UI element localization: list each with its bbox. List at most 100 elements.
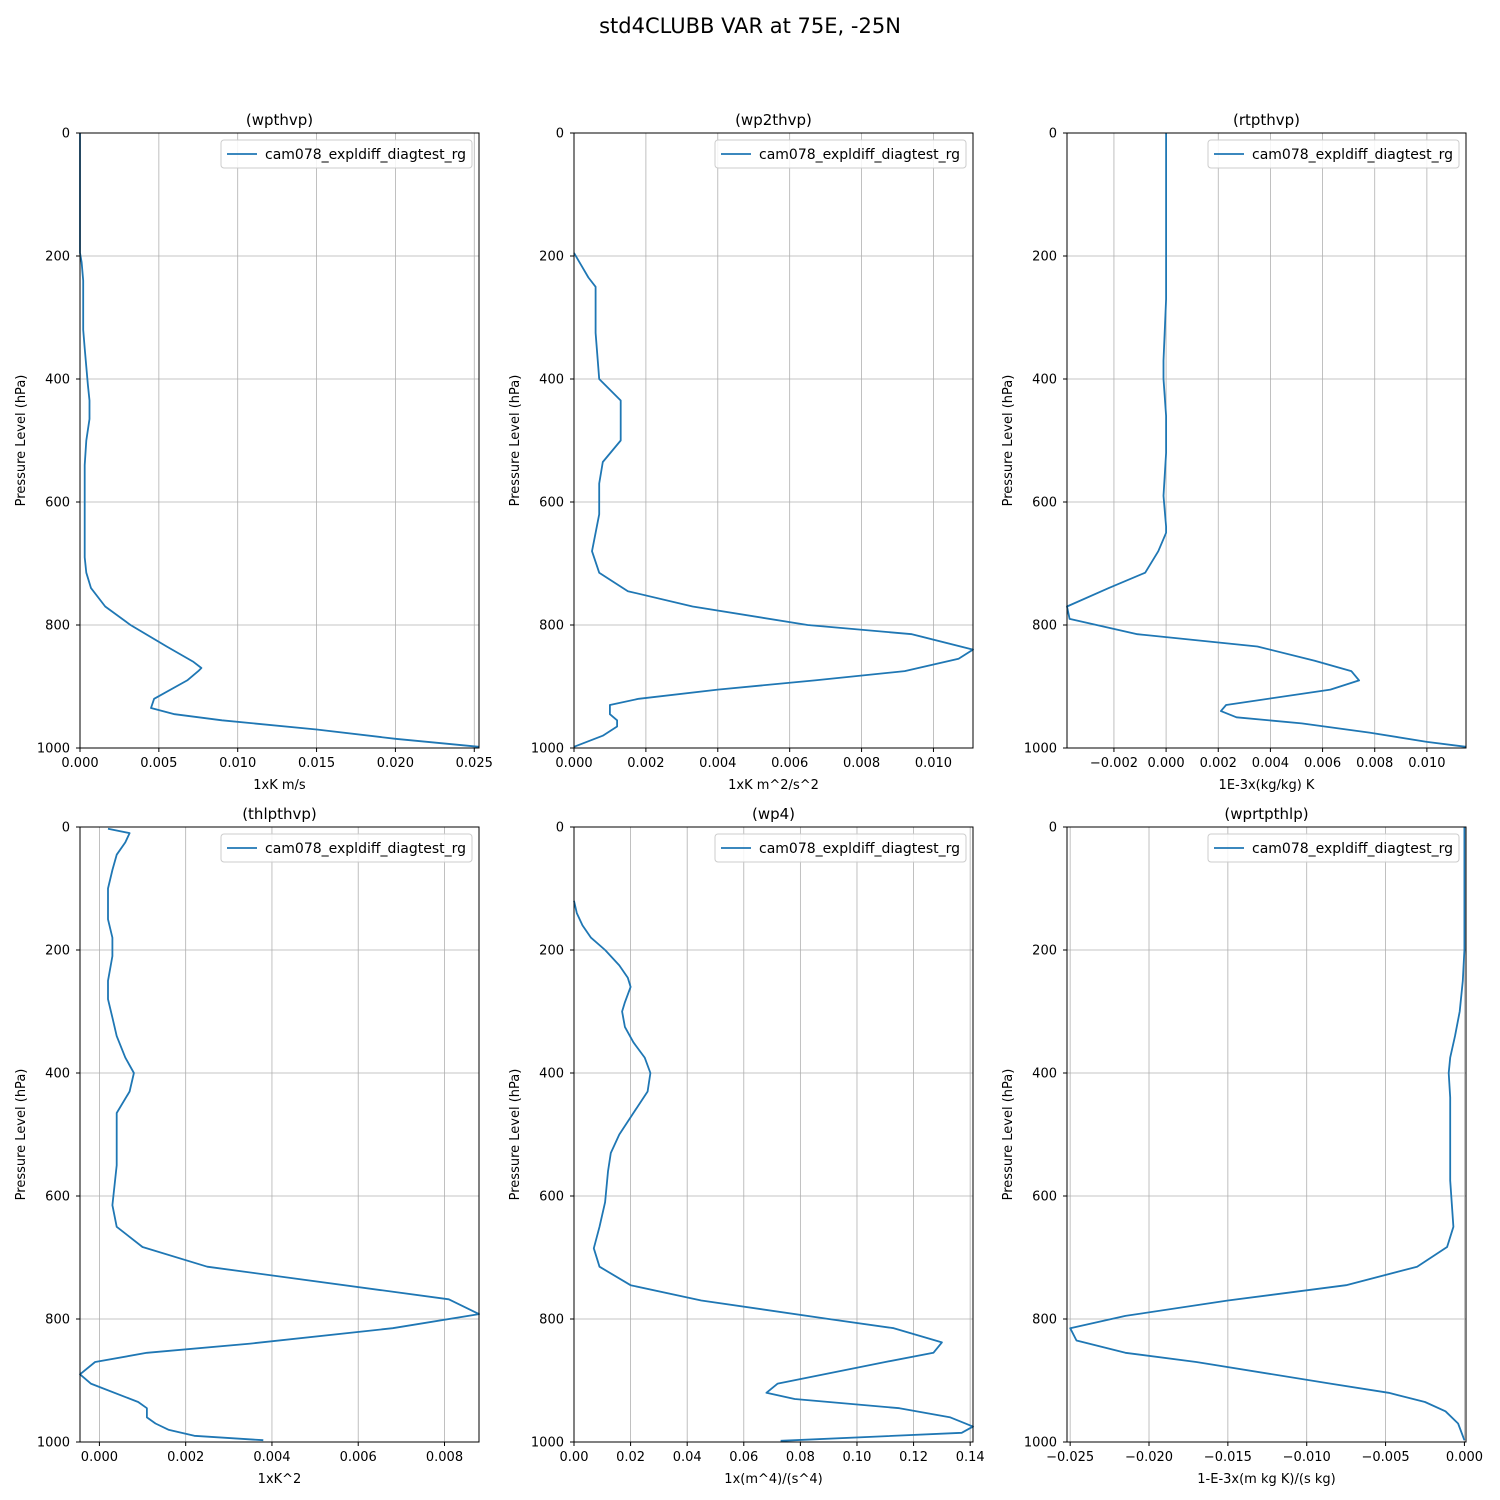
subplot-title: (thlpthvp)	[242, 805, 317, 823]
x-tick-label: 0.006	[1304, 756, 1341, 771]
x-tick-label: 0.000	[81, 1450, 118, 1465]
legend-box	[220, 139, 473, 169]
subplot-title: (wp2thvp)	[735, 111, 812, 129]
y-tick-label: 800	[1032, 1313, 1057, 1328]
series-line	[1069, 827, 1466, 1441]
y-tick-label: 800	[539, 619, 564, 634]
x-tick-label: 0.02	[616, 1450, 645, 1465]
legend: cam078_expldiff_diagtest_rg	[714, 833, 967, 863]
x-tick-label: −0.025	[1046, 1450, 1094, 1465]
y-tick-label: 800	[539, 1313, 564, 1328]
y-axis-label: Pressure Level (hPa)	[1001, 375, 1016, 507]
x-axis-label: 1-E-3x(m kg K)/(s kg)	[1197, 1472, 1335, 1487]
y-tick-label: 400	[539, 373, 564, 388]
y-axis-label: Pressure Level (hPa)	[1001, 1069, 1016, 1201]
x-tick-label: 0.04	[673, 1450, 702, 1465]
y-tick-label: 1000	[531, 742, 564, 757]
axes-frame	[1066, 132, 1467, 749]
x-tick-label: 0.010	[219, 756, 256, 771]
y-tick-label: 800	[45, 619, 70, 634]
x-tick-label: −0.015	[1204, 1450, 1252, 1465]
legend: cam078_expldiff_diagtest_rg	[220, 833, 473, 863]
y-tick-label: 0	[1049, 127, 1057, 142]
y-tick-label: 1000	[37, 742, 70, 757]
y-tick-label: 800	[1032, 619, 1057, 634]
x-axis-label: 1E-3x(kg/kg) K	[1219, 778, 1315, 793]
y-tick-label: 1000	[1024, 1436, 1057, 1451]
subplot-2: 0.000 0.002 0.004 0.006 0.008 0.010 0 200 400 600…	[508, 111, 974, 793]
series-line	[79, 133, 480, 748]
x-tick-label: 0.000	[555, 756, 592, 771]
x-tick-label: 0.002	[1200, 756, 1237, 771]
subplot-4: 0.000 0.002 0.004 0.006 0.008 0 200 400 600 800 10…	[14, 805, 480, 1487]
y-tick-label: 1000	[37, 1436, 70, 1451]
subplot-3: −0.002 0.000 0.002 0.004 0.006 0.008 0.010 0 200…	[1001, 111, 1467, 793]
subplot-title: (wpthvp)	[246, 111, 313, 129]
axes-frame	[1066, 826, 1467, 1443]
x-tick-label: 0.008	[426, 1450, 463, 1465]
y-axis-label: Pressure Level (hPa)	[14, 375, 29, 507]
axes-frame	[573, 132, 974, 749]
series-line	[573, 900, 974, 1442]
y-tick-label: 600	[1032, 496, 1057, 511]
y-axis-label: Pressure Level (hPa)	[508, 375, 523, 507]
x-tick-label: −0.002	[1090, 756, 1138, 771]
x-tick-label: 0.002	[627, 756, 664, 771]
legend-box	[1207, 833, 1460, 863]
y-axis-label: Pressure Level (hPa)	[14, 1069, 29, 1201]
y-tick-label: 0	[556, 127, 564, 142]
x-tick-label: 0.000	[61, 756, 98, 771]
x-tick-label: 0.025	[456, 756, 493, 771]
axes-frame	[573, 826, 974, 1443]
x-tick-label: 0.14	[956, 1450, 985, 1465]
y-tick-label: 600	[45, 1190, 70, 1205]
x-tick-label: 0.015	[298, 756, 335, 771]
x-tick-label: 0.002	[167, 1450, 204, 1465]
axes-frame	[79, 826, 480, 1443]
x-tick-label: 0.06	[729, 1450, 758, 1465]
legend-box	[220, 833, 473, 863]
axes-frame	[79, 132, 480, 749]
series-line	[573, 252, 974, 748]
x-tick-label: 0.020	[377, 756, 414, 771]
y-tick-label: 600	[539, 496, 564, 511]
x-tick-label: 0.004	[699, 756, 736, 771]
legend-entry-label: cam078_expldiff_diagtest_rg	[265, 147, 466, 163]
legend-entry-label: cam078_expldiff_diagtest_rg	[759, 841, 960, 857]
y-tick-label: 800	[45, 1313, 70, 1328]
x-tick-label: 0.08	[786, 1450, 815, 1465]
subplot-6: −0.025 −0.020 −0.015 −0.010 −0.005 0.000 0 200 4…	[1001, 805, 1483, 1487]
legend-box	[1207, 139, 1460, 169]
y-tick-label: 400	[539, 1067, 564, 1082]
x-tick-label: 0.004	[1252, 756, 1289, 771]
y-tick-label: 400	[1032, 373, 1057, 388]
y-tick-label: 200	[539, 944, 564, 959]
y-tick-label: 200	[539, 250, 564, 265]
x-tick-label: 0.000	[1446, 1450, 1483, 1465]
y-tick-label: 0	[556, 821, 564, 836]
y-tick-label: 0	[62, 127, 70, 142]
y-tick-label: 600	[1032, 1190, 1057, 1205]
x-tick-label: 0.10	[843, 1450, 872, 1465]
legend-entry-label: cam078_expldiff_diagtest_rg	[1252, 841, 1453, 857]
subplot-1: 0.000 0.005 0.010 0.015 0.020 0.025 0 200 400 600…	[14, 111, 493, 793]
x-tick-label: 0.005	[140, 756, 177, 771]
y-tick-label: 400	[45, 373, 70, 388]
legend-entry-label: cam078_expldiff_diagtest_rg	[759, 147, 960, 163]
x-tick-label: −0.010	[1283, 1450, 1331, 1465]
x-tick-label: 0.00	[560, 1450, 589, 1465]
legend-entry-label: cam078_expldiff_diagtest_rg	[1252, 147, 1453, 163]
legend-box	[714, 139, 967, 169]
x-axis-label: 1x(m^4)/(s^4)	[724, 1472, 822, 1487]
x-tick-label: 0.000	[1147, 756, 1184, 771]
subplot-title: (wprtpthlp)	[1224, 805, 1308, 823]
x-tick-label: 0.008	[1356, 756, 1393, 771]
x-axis-label: 1xK m^2/s^2	[728, 778, 819, 793]
y-tick-label: 200	[1032, 944, 1057, 959]
series-line	[79, 827, 480, 1442]
legend-entry-label: cam078_expldiff_diagtest_rg	[265, 841, 466, 857]
subplot-title: (rtpthvp)	[1233, 111, 1300, 129]
legend: cam078_expldiff_diagtest_rg	[714, 139, 967, 169]
legend-box	[714, 833, 967, 863]
